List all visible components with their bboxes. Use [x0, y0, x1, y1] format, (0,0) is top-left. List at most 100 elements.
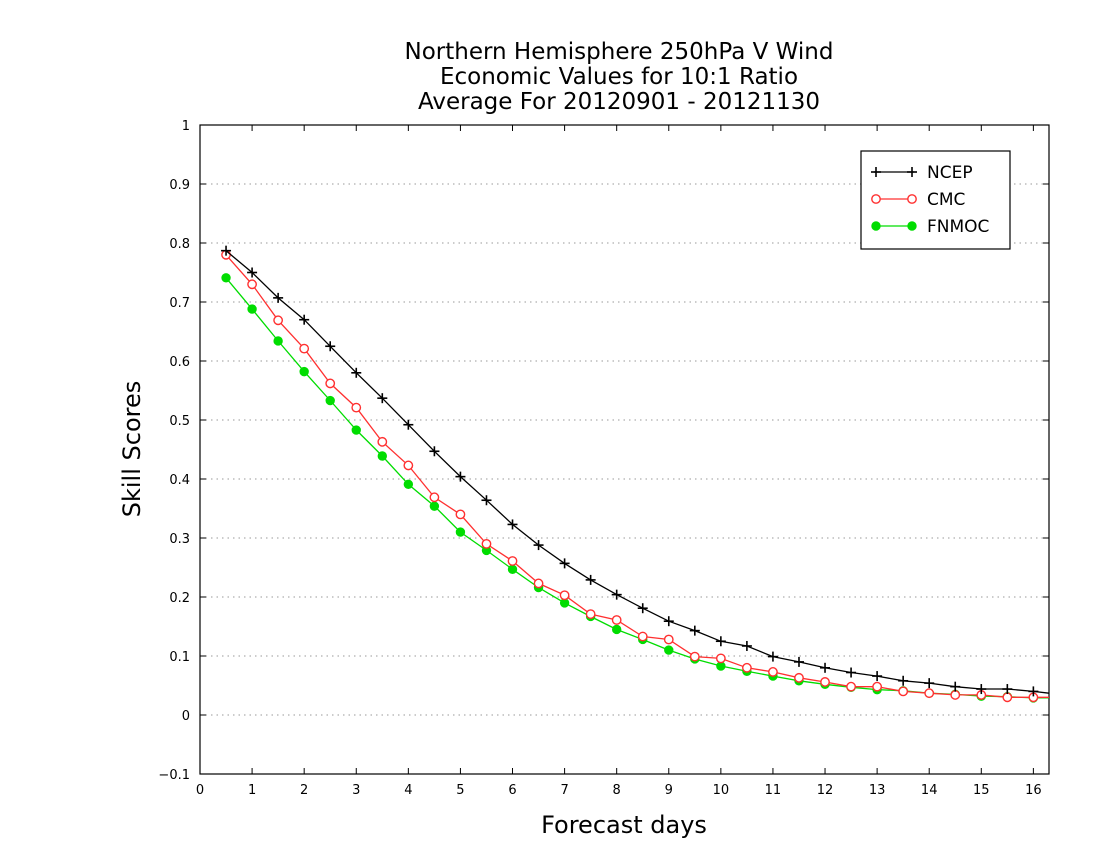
y-tick-label: 0.1: [169, 650, 190, 665]
ncep-point: [481, 495, 492, 506]
x-tick-label: 9: [665, 783, 673, 798]
cmc-point: [846, 681, 856, 692]
legend-item-fnmoc: FNMOC: [871, 217, 989, 237]
ncep-point: [247, 267, 258, 278]
y-tick-label: 0: [182, 709, 190, 724]
fnmoc-point: [429, 501, 440, 511]
legend-ncep-point: [907, 167, 917, 177]
fnmoc-point: [351, 425, 361, 435]
ncep-point: [1028, 686, 1039, 697]
legend-label: NCEP: [927, 163, 973, 183]
x-tick-label: 13: [869, 783, 886, 798]
cmc-point: [429, 492, 440, 503]
legend-fnmoc-point: [871, 221, 881, 231]
x-tick-label: 10: [713, 783, 730, 798]
ncep-point: [559, 558, 570, 569]
y-tick-label: 0.4: [169, 473, 190, 488]
x-tick-label: 14: [921, 783, 938, 798]
fnmoc-point: [455, 527, 466, 537]
chart-title-line: Northern Hemisphere 250hPa V Wind: [405, 39, 834, 65]
cmc-point: [273, 315, 284, 326]
cmc-point: [742, 662, 752, 673]
ncep-point: [715, 636, 726, 647]
legend-label: CMC: [927, 190, 965, 210]
ncep-series-line: [225, 250, 1050, 694]
chart-title: Northern Hemisphere 250hPa V WindEconomi…: [405, 39, 834, 115]
cmc-point: [637, 631, 648, 642]
ncep-point: [351, 367, 362, 378]
x-tick-label: 6: [508, 783, 516, 798]
cmc-series: [221, 249, 1049, 703]
ncep-point: [976, 684, 987, 695]
cmc-point: [898, 686, 909, 697]
fnmoc-point: [221, 273, 231, 283]
y-tick-label: 0.5: [169, 414, 190, 429]
y-tick-label: −0.1: [158, 768, 190, 783]
ncep-point: [637, 603, 648, 614]
x-tick-label: 2: [300, 783, 308, 798]
chart-title-line: Economic Values for 10:1 Ratio: [440, 64, 798, 90]
ncep-point: [429, 446, 440, 457]
legend-fnmoc-point: [907, 221, 917, 231]
ncep-point: [221, 245, 232, 256]
cmc-point: [820, 677, 830, 687]
ncep-point: [585, 574, 596, 585]
x-tick-label: 8: [613, 783, 621, 798]
cmc-point: [663, 634, 674, 645]
ncep-point: [820, 662, 831, 673]
y-tick-label: 0.9: [169, 178, 190, 193]
x-tick-label: 12: [817, 783, 834, 798]
y-tick-label: 0.6: [169, 355, 190, 370]
fnmoc-series-line: [225, 277, 1049, 699]
cmc-point: [351, 402, 362, 413]
x-tick-label: 5: [456, 783, 464, 798]
fnmoc-point: [611, 624, 622, 635]
y-axis: −0.1 0 0.1 0.2 0.3 0.4 0.5 0.6 0.7 0.8 0.9 1: [158, 119, 1049, 783]
cmc-point: [299, 343, 310, 354]
fnmoc-point: [507, 564, 518, 574]
cmc-point: [377, 436, 388, 447]
fnmoc-point: [325, 395, 335, 406]
ncep-point: [898, 675, 909, 686]
cmc-point: [768, 667, 778, 677]
ncep-point: [325, 341, 336, 352]
fnmoc-point: [403, 479, 414, 490]
chart-title-line: Average For 20120901 - 20121130: [418, 89, 820, 115]
ncep-point: [403, 419, 414, 430]
cmc-point: [794, 672, 804, 683]
legend: NCEP CMC FNMOC: [860, 150, 1011, 250]
cmc-point: [872, 681, 883, 692]
ncep-point: [533, 540, 544, 551]
fnmoc-point: [664, 645, 674, 655]
legend-ncep-point: [871, 167, 881, 177]
fnmoc-point: [247, 304, 257, 314]
ncep-point: [507, 519, 518, 530]
x-tick-label: 16: [1025, 783, 1042, 798]
cmc-point: [533, 578, 544, 589]
y-tick-label: 1: [182, 119, 190, 134]
x-tick-label: 1: [248, 783, 256, 798]
ncep-point: [924, 678, 935, 689]
cmc-point: [585, 609, 596, 620]
x-tick-label: 15: [973, 783, 990, 798]
legend-cmc-point: [871, 194, 881, 204]
ncep-point: [846, 667, 857, 678]
ncep-point: [377, 393, 388, 404]
fnmoc-series: [221, 273, 1049, 703]
ncep-point: [950, 681, 961, 692]
y-axis-label: Skill Scores: [118, 381, 146, 518]
ncep-point: [767, 651, 778, 662]
cmc-series-line: [225, 254, 1049, 698]
ncep-point: [741, 640, 752, 651]
legend-cmc-point: [907, 194, 917, 204]
ncep-series: [221, 245, 1050, 697]
ncep-point: [872, 671, 883, 682]
ncep-point: [299, 314, 310, 325]
cmc-point: [559, 590, 570, 601]
ncep-point: [1002, 684, 1013, 695]
cmc-point: [247, 279, 257, 290]
plot-area-frame: [199, 124, 1050, 775]
x-axis: 0 1 2 3 4 5 6 7 8 9 10 11 12 13 14 15 16: [196, 125, 1042, 798]
y-tick-label: 0.7: [169, 296, 190, 311]
